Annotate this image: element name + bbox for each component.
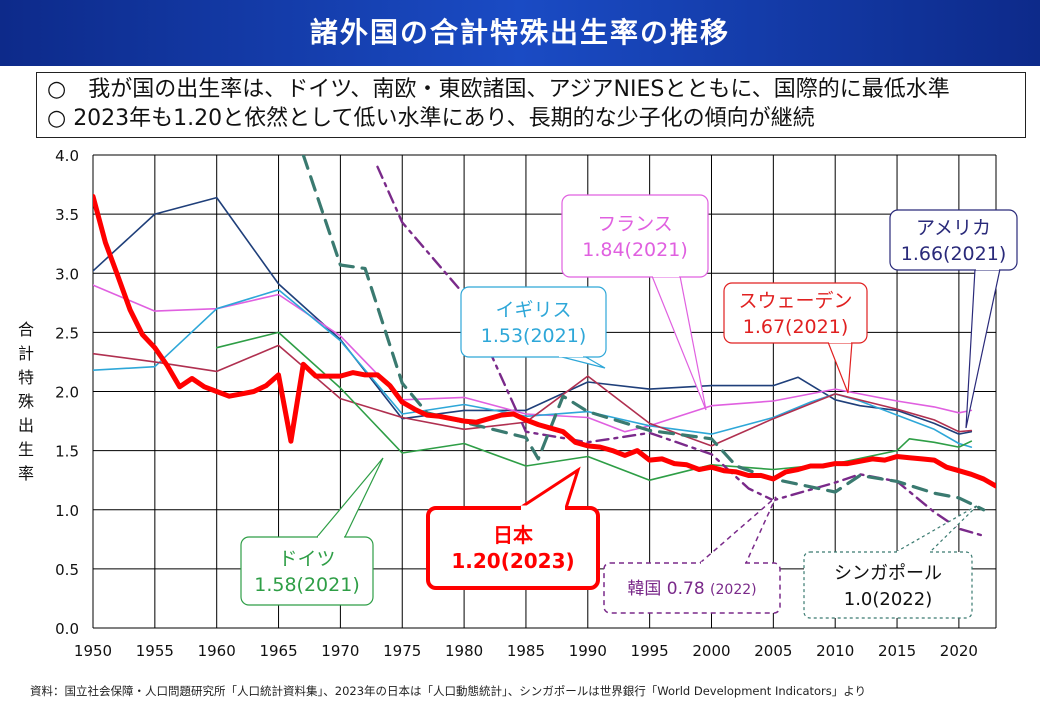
callout-box	[240, 536, 374, 606]
callout-france: フランス 1.84(2021)	[561, 194, 709, 411]
callout-box	[723, 282, 868, 344]
callout-box	[460, 286, 607, 358]
callout-pointer-edge	[316, 457, 384, 538]
y-tick-label: 3.0	[55, 265, 79, 283]
callout-korea: 韓国 0.78 (2022)	[603, 496, 781, 614]
y-tick-label: 0.0	[55, 620, 79, 638]
source-note: 資料：国立社会保障・人口問題研究所「人口統計資料集」、2023年の日本は「人口動…	[30, 684, 867, 698]
callout-pointer	[828, 342, 852, 393]
y-tick-label: 2.0	[55, 384, 79, 402]
callout-singapore: シンガポール 1.0(2022)	[803, 504, 979, 619]
x-tick-label: 1960	[198, 642, 236, 660]
callout-value: 1.53(2021)	[481, 325, 586, 347]
callout-name: フランス	[597, 213, 673, 235]
x-tick-label: 1985	[507, 642, 545, 660]
y-tick-label: 2.5	[55, 324, 79, 342]
callout-box	[889, 209, 1018, 271]
page-title: 諸外国の合計特殊出生率の推移	[0, 0, 1040, 66]
callouts: フランス 1.84(2021) アメリカ 1.66(2021) イギリス 1.53(202…	[240, 194, 1018, 619]
callout-value: 1.67(2021)	[743, 316, 848, 338]
callout-value: 1.58(2021)	[254, 574, 359, 596]
callout-box	[561, 194, 709, 278]
x-tick-label: 1975	[383, 642, 421, 660]
summary-line-2: ○ 2023年も1.20と依然として低い水準にあり、長期的な少子化の傾向が継続	[47, 106, 815, 131]
callout-pointer-edge	[651, 275, 707, 411]
callout-pointer-edge	[519, 466, 581, 510]
callout-box	[803, 551, 973, 619]
callout-pointer	[896, 505, 978, 552]
callout-germany: ドイツ 1.58(2021)	[240, 457, 384, 606]
x-tick-label: 1980	[445, 642, 483, 660]
callout-name: 日本	[493, 523, 533, 547]
y-tick-label: 4.0	[55, 147, 79, 165]
callout-value: 1.0(2022)	[844, 589, 932, 610]
callout-name: イギリス	[495, 299, 571, 321]
callout-value: 1.84(2021)	[582, 239, 687, 261]
x-tick-label: 2020	[940, 642, 978, 660]
series-line-usa	[93, 196, 973, 435]
callout-box	[426, 506, 600, 590]
y-tick-label: 0.5	[55, 561, 79, 579]
callout-pointer-edge	[895, 504, 979, 553]
callout-pointer-edge	[699, 496, 777, 564]
callout-usa: アメリカ 1.66(2021)	[889, 209, 1018, 429]
callout-name: アメリカ	[916, 217, 991, 239]
callout-label: 韓国 0.78 (2022)	[627, 579, 756, 599]
callout-pointer-edge	[557, 355, 606, 369]
y-axis-label: 合計特殊出生率	[17, 320, 34, 483]
x-tick-label: 1970	[321, 642, 359, 660]
callout-pointer-edge	[827, 341, 853, 394]
x-tick-label: 2010	[816, 642, 854, 660]
summary-line-1: ○ 我が国の出生率は、ドイツ、南欧・東欧諸国、アジアNIESとともに、国際的に最…	[47, 77, 950, 102]
x-tick-label: 2005	[754, 642, 792, 660]
x-tick-label: 1990	[569, 642, 607, 660]
series-line-france	[93, 284, 973, 433]
callout-value: 1.20(2023)	[451, 549, 574, 573]
callout-name: ドイツ	[278, 548, 335, 570]
summary-box: ○ 我が国の出生率は、ドイツ、南欧・東欧諸国、アジアNIESとともに、国際的に最…	[36, 72, 1026, 138]
y-tick-label: 3.5	[55, 206, 79, 224]
x-tick-label: 2015	[878, 642, 916, 660]
x-tick-label: 1955	[136, 642, 174, 660]
callout-pointer-edge	[965, 268, 1001, 429]
y-tick-label: 1.5	[55, 443, 79, 461]
series-line-uk	[93, 288, 973, 448]
x-tick-label: 1995	[631, 642, 669, 660]
x-tick-label: 2000	[692, 642, 730, 660]
callout-box	[603, 562, 781, 614]
x-tick-label: 1950	[74, 642, 112, 660]
callout-japan: 日本1.20(2023)	[426, 466, 600, 590]
series-line-sweden	[93, 344, 973, 447]
callout-name: スウェーデン	[738, 290, 852, 312]
callout-name: シンガポール	[834, 563, 942, 584]
series-line-singapore	[301, 155, 986, 512]
series-line-germany	[215, 331, 973, 482]
y-tick-label: 1.0	[55, 502, 79, 520]
callout-uk: イギリス 1.53(2021)	[460, 286, 607, 369]
callout-sweden: スウェーデン 1.67(2021)	[723, 282, 868, 394]
callout-value: 1.66(2021)	[901, 243, 1006, 265]
x-tick-label: 1965	[259, 642, 297, 660]
series-line-japan	[93, 193, 996, 489]
